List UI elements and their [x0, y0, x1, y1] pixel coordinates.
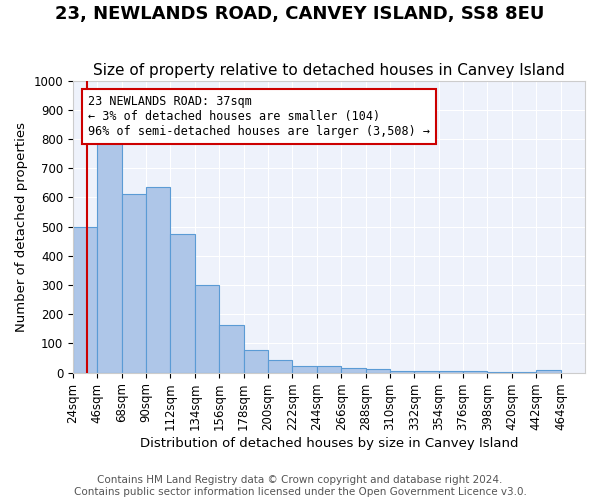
Bar: [244, 350, 268, 372]
Bar: [195, 285, 219, 372]
Bar: [365, 370, 390, 372]
Bar: [219, 325, 244, 372]
Text: Contains HM Land Registry data © Crown copyright and database right 2024.
Contai: Contains HM Land Registry data © Crown c…: [74, 476, 526, 497]
Bar: [73, 226, 97, 372]
Bar: [292, 366, 317, 372]
Text: 23 NEWLANDS ROAD: 37sqm
← 3% of detached houses are smaller (104)
96% of semi-de: 23 NEWLANDS ROAD: 37sqm ← 3% of detached…: [88, 95, 430, 138]
X-axis label: Distribution of detached houses by size in Canvey Island: Distribution of detached houses by size …: [140, 437, 518, 450]
Bar: [341, 368, 365, 372]
Bar: [390, 371, 415, 372]
Bar: [146, 187, 170, 372]
Bar: [536, 370, 560, 372]
Bar: [439, 371, 463, 372]
Bar: [170, 234, 195, 372]
Bar: [122, 194, 146, 372]
Bar: [463, 371, 487, 372]
Bar: [268, 360, 292, 372]
Bar: [317, 366, 341, 372]
Text: 23, NEWLANDS ROAD, CANVEY ISLAND, SS8 8EU: 23, NEWLANDS ROAD, CANVEY ISLAND, SS8 8E…: [55, 5, 545, 23]
Bar: [97, 139, 122, 372]
Title: Size of property relative to detached houses in Canvey Island: Size of property relative to detached ho…: [93, 63, 565, 78]
Y-axis label: Number of detached properties: Number of detached properties: [15, 122, 28, 332]
Bar: [415, 371, 439, 372]
